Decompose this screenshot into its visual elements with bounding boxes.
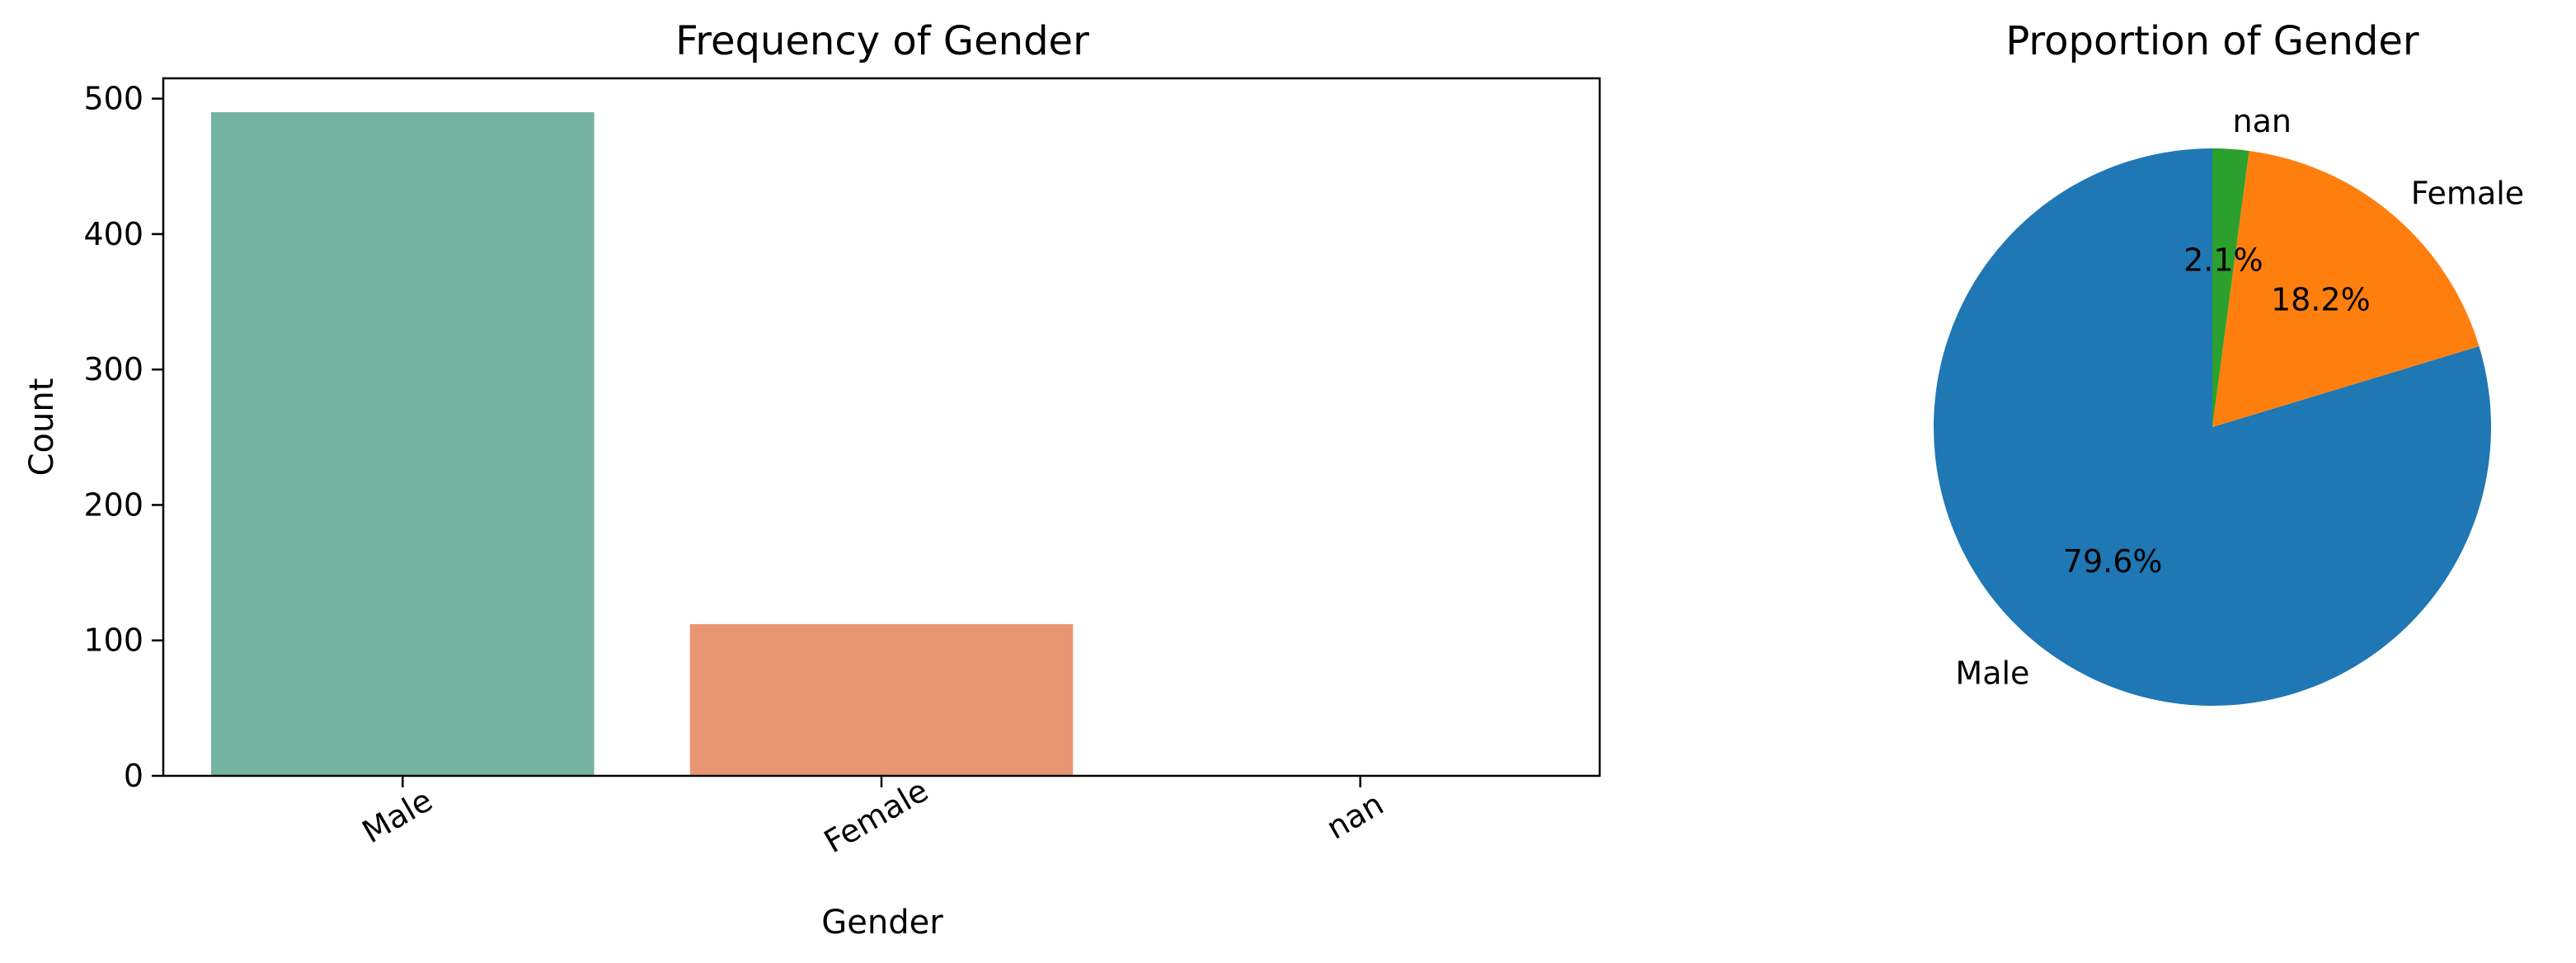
bar-chart-title: Frequency of Gender	[675, 18, 1089, 64]
y-tick-label: 500	[83, 81, 143, 117]
bar-female	[689, 624, 1074, 776]
bar-chart: Frequency of Gender 0 100 200 300 400 500 Mal…	[23, 18, 1601, 942]
y-axis-label: Count	[23, 378, 61, 477]
pie-label: Male	[1955, 655, 2029, 692]
bar-male	[211, 112, 595, 776]
pie-marks: Male 79.6% Female 18.2% nan 2.1%	[1934, 103, 2524, 706]
plot-frame	[162, 77, 1601, 777]
pie-chart-title: Proportion of Gender	[2005, 18, 2419, 64]
x-axis-ticks: Male Female nan	[356, 772, 1389, 860]
y-tick-label: 0	[124, 758, 143, 794]
y-tick-label: 100	[83, 622, 143, 659]
x-tick-label: Male	[356, 782, 439, 850]
pie-label: nan	[2233, 103, 2292, 139]
y-tick-label: 400	[83, 216, 143, 252]
pie-slice-nan	[2212, 148, 2249, 427]
bar-marks	[211, 112, 1074, 776]
pie-percent-label: 2.1%	[2183, 242, 2263, 279]
pie-percent-label: 18.2%	[2271, 281, 2371, 317]
pie-percent-label: 79.6%	[2063, 543, 2163, 580]
x-axis-label: Gender	[821, 904, 943, 942]
y-axis-ticks: 0 100 200 300 400 500	[83, 81, 163, 794]
y-tick-label: 200	[83, 486, 143, 523]
y-tick-label: 300	[83, 351, 143, 388]
x-tick-label: nan	[1320, 786, 1389, 847]
x-tick-label: Female	[818, 772, 934, 860]
pie-chart: Proportion of Gender Male 79.6% Female 18.2…	[1934, 18, 2524, 706]
pie-label: Female	[2411, 176, 2524, 212]
pie-slice-female	[2212, 150, 2480, 427]
